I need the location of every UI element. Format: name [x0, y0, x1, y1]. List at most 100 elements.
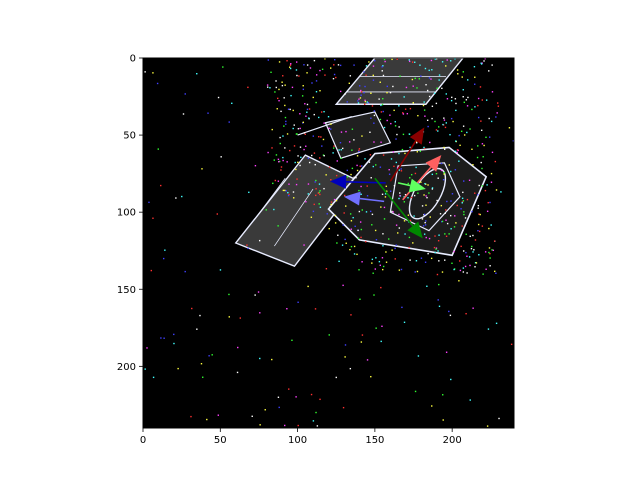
noise-speckle [409, 219, 412, 222]
noise-speckle [457, 73, 459, 75]
noise-speckle [403, 96, 405, 98]
noise-speckle [427, 184, 429, 186]
noise-speckle [428, 237, 431, 240]
noise-speckle [339, 90, 342, 93]
noise-speckle [458, 134, 460, 137]
noise-speckle [466, 105, 469, 107]
noise-speckle [343, 194, 346, 197]
noise-speckle [446, 98, 449, 100]
noise-speckle [460, 208, 462, 210]
noise-speckle [293, 124, 295, 126]
noise-speckle [379, 166, 382, 168]
noise-speckle [445, 122, 447, 124]
noise-speckle [480, 161, 482, 164]
x-tick-label: 100 [288, 435, 307, 446]
noise-speckle [371, 258, 374, 261]
noise-speckle [427, 252, 429, 255]
noise-speckle [300, 156, 302, 159]
noise-speckle [431, 117, 433, 120]
noise-speckle [414, 172, 417, 175]
noise-speckle [296, 74, 298, 77]
noise-speckle [306, 64, 309, 66]
noise-speckle [270, 71, 272, 73]
noise-speckle [478, 184, 480, 187]
noise-speckle [295, 183, 298, 186]
noise-speckle [407, 182, 409, 185]
noise-speckle [463, 180, 465, 182]
arrow-shaft [374, 177, 414, 227]
noise-speckle [425, 236, 427, 239]
noise-speckle [323, 187, 325, 190]
noise-speckle [380, 104, 382, 107]
noise-speckle [410, 173, 413, 176]
noise-speckle [278, 161, 280, 163]
noise-speckle [493, 240, 496, 242]
noise-speckle [455, 109, 457, 112]
noise-speckle [445, 93, 447, 95]
noise-speckle [374, 268, 377, 270]
noise-speckle [369, 154, 372, 156]
noise-speckle [360, 193, 362, 195]
noise-speckle [366, 185, 368, 187]
noise-speckle [498, 417, 500, 420]
noise-speckle [288, 183, 290, 185]
noise-speckle [494, 160, 497, 163]
noise-speckle [273, 159, 275, 161]
noise-speckle [423, 146, 425, 149]
noise-speckle [405, 86, 408, 89]
noise-speckle [308, 161, 311, 164]
noise-speckle [328, 334, 330, 336]
noise-speckle [388, 168, 390, 171]
noise-speckle [306, 111, 308, 113]
noise-speckle [491, 249, 493, 251]
noise-speckle [265, 209, 267, 211]
noise-speckle [361, 334, 364, 336]
noise-speckle [370, 117, 372, 119]
noise-speckle [312, 210, 315, 213]
noise-speckle [385, 251, 387, 253]
noise-speckle [349, 248, 351, 251]
noise-speckle [420, 257, 423, 259]
noise-speckle [488, 251, 490, 254]
noise-speckle [349, 75, 352, 77]
noise-speckle [275, 154, 278, 156]
noise-speckle [301, 95, 304, 97]
noise-speckle [428, 69, 430, 72]
noise-speckle [364, 85, 366, 88]
noise-speckle [282, 189, 285, 192]
arrow-light-green [397, 178, 426, 193]
noise-speckle [400, 170, 403, 172]
noise-speckle [468, 179, 471, 181]
noise-speckle [450, 378, 452, 381]
noise-speckle [288, 193, 290, 196]
noise-speckle [344, 93, 346, 95]
noise-speckle [291, 339, 293, 342]
noise-speckle [407, 197, 409, 199]
noise-speckle [373, 122, 375, 124]
noise-speckle [318, 135, 320, 138]
noise-speckle [384, 60, 386, 63]
noise-speckle [344, 356, 346, 358]
noise-speckle [361, 135, 363, 137]
noise-speckle [323, 122, 325, 124]
noise-speckle [372, 272, 374, 274]
noise-speckle [495, 116, 497, 118]
noise-speckle [304, 103, 306, 105]
noise-speckle [359, 165, 361, 167]
noise-speckle [177, 367, 179, 370]
noise-speckle [383, 126, 386, 129]
noise-speckle [196, 73, 198, 75]
noise-speckle [152, 72, 154, 74]
noise-speckle [456, 204, 458, 207]
noise-speckle [391, 58, 393, 61]
noise-speckle [419, 150, 422, 153]
noise-speckle [389, 91, 392, 94]
noise-speckle [280, 110, 282, 113]
noise-speckle [477, 229, 479, 232]
noise-speckle [368, 61, 370, 63]
noise-speckle [173, 333, 175, 336]
noise-speckle [284, 189, 286, 192]
noise-speckle [462, 125, 465, 127]
noise-speckle [330, 203, 332, 206]
noise-speckle [382, 110, 384, 113]
